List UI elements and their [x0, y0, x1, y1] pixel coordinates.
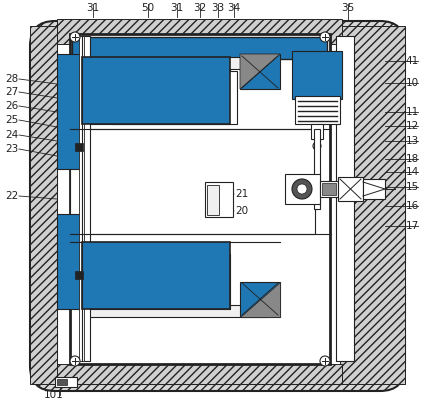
- Text: 11: 11: [406, 107, 419, 117]
- Bar: [200, 69, 230, 124]
- Text: 23: 23: [5, 144, 18, 154]
- Bar: [57, 54, 85, 169]
- Bar: [55, 377, 77, 387]
- Bar: [57, 54, 85, 169]
- Text: 12: 12: [406, 121, 419, 131]
- Polygon shape: [240, 54, 280, 89]
- Bar: [79, 36, 84, 361]
- Text: 24: 24: [5, 130, 18, 140]
- FancyBboxPatch shape: [30, 21, 405, 391]
- Bar: [57, 214, 85, 309]
- Bar: [112, 254, 200, 309]
- Bar: [82, 254, 112, 309]
- Bar: [82, 69, 112, 124]
- Bar: [292, 51, 342, 99]
- Text: 33: 33: [212, 3, 225, 13]
- Text: 31: 31: [87, 3, 100, 13]
- Circle shape: [70, 32, 80, 42]
- Bar: [57, 26, 342, 384]
- Text: 32: 32: [194, 3, 207, 13]
- Text: 10: 10: [406, 78, 419, 88]
- Bar: [292, 51, 342, 99]
- Bar: [340, 26, 405, 384]
- Bar: [30, 26, 57, 384]
- Circle shape: [320, 32, 330, 42]
- Bar: [240, 282, 280, 317]
- Bar: [322, 183, 336, 195]
- Bar: [72, 37, 327, 59]
- Bar: [70, 34, 330, 364]
- Polygon shape: [240, 282, 280, 317]
- Text: 15: 15: [406, 182, 419, 192]
- Text: 50: 50: [142, 3, 155, 13]
- Bar: [82, 305, 267, 317]
- Bar: [112, 71, 237, 124]
- Bar: [336, 36, 354, 361]
- Text: 27: 27: [5, 87, 18, 97]
- Text: 28: 28: [5, 74, 18, 84]
- Bar: [295, 96, 340, 124]
- Text: 22: 22: [5, 191, 18, 201]
- Bar: [88, 276, 96, 284]
- Bar: [207, 185, 219, 215]
- Bar: [320, 181, 338, 197]
- Bar: [240, 54, 280, 89]
- Bar: [82, 57, 267, 69]
- Text: 41: 41: [406, 56, 419, 66]
- Circle shape: [313, 142, 321, 150]
- Circle shape: [70, 356, 80, 366]
- Bar: [205, 182, 233, 217]
- Text: 17: 17: [406, 221, 419, 231]
- Bar: [314, 129, 320, 209]
- Bar: [70, 129, 315, 234]
- Bar: [200, 254, 230, 309]
- Text: 21: 21: [235, 189, 248, 199]
- Circle shape: [297, 184, 307, 194]
- Bar: [338, 177, 363, 201]
- Bar: [112, 69, 200, 124]
- Text: 35: 35: [341, 3, 354, 13]
- Text: 25: 25: [5, 115, 18, 125]
- Bar: [240, 54, 280, 89]
- Bar: [206, 106, 214, 114]
- Text: 20: 20: [235, 206, 248, 216]
- Bar: [57, 379, 67, 385]
- Bar: [200, 69, 230, 124]
- Text: 18: 18: [406, 154, 419, 164]
- Bar: [82, 69, 112, 124]
- Bar: [88, 89, 96, 97]
- Text: 101: 101: [44, 390, 64, 400]
- Bar: [82, 57, 267, 69]
- Bar: [57, 364, 342, 384]
- Bar: [82, 254, 112, 309]
- Text: 31: 31: [170, 3, 184, 13]
- Text: 26: 26: [5, 101, 18, 111]
- Bar: [57, 19, 342, 44]
- Bar: [75, 271, 83, 279]
- Text: 16: 16: [406, 201, 419, 211]
- Bar: [82, 305, 267, 317]
- Circle shape: [320, 356, 330, 366]
- Bar: [206, 276, 214, 284]
- Circle shape: [292, 179, 312, 199]
- Bar: [57, 214, 85, 309]
- Bar: [200, 254, 230, 309]
- Text: 34: 34: [227, 3, 241, 13]
- Bar: [88, 106, 96, 114]
- Text: 13: 13: [406, 136, 419, 146]
- Bar: [88, 293, 96, 301]
- Bar: [75, 143, 83, 151]
- Bar: [82, 57, 230, 124]
- Bar: [240, 282, 280, 317]
- Bar: [82, 242, 230, 309]
- Bar: [363, 179, 385, 199]
- Bar: [311, 124, 323, 139]
- Bar: [206, 89, 214, 97]
- Text: 14: 14: [406, 167, 419, 177]
- Bar: [285, 174, 320, 204]
- Bar: [206, 293, 214, 301]
- Bar: [336, 36, 354, 361]
- Bar: [82, 36, 90, 361]
- Bar: [72, 37, 327, 59]
